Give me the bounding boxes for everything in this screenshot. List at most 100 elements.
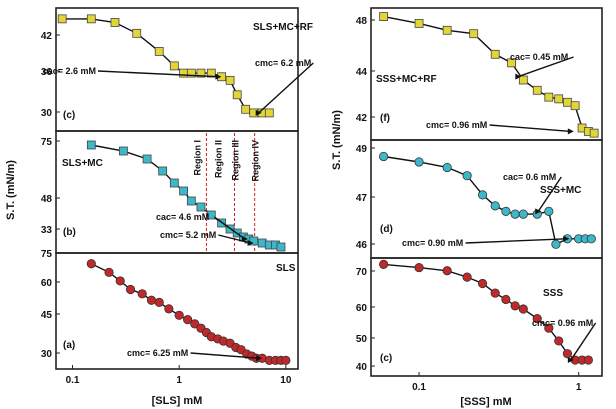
panel-title: SSS+MC (540, 185, 581, 196)
data-point (532, 313, 542, 324)
data-point (169, 61, 179, 71)
panel-c_sss: 70 60 50 40 cmc= 0.96 mM SSS (c) (356, 257, 603, 377)
arrow-head (563, 235, 570, 242)
panel-label: (c) (380, 353, 392, 364)
panel-frame (370, 7, 603, 141)
y-tick-label: 44 (356, 67, 368, 78)
data-point (196, 202, 206, 212)
panel-label: (a) (63, 340, 75, 351)
y-tick-label: 45 (41, 310, 53, 321)
data-point (551, 239, 561, 249)
data-point (249, 236, 259, 246)
data-point (146, 295, 157, 305)
region-label: Region IV (251, 140, 261, 182)
data-point (490, 288, 500, 298)
annotation-arrow (465, 238, 567, 244)
data-point (179, 186, 188, 196)
annotation-arrow (537, 176, 562, 212)
data-point (518, 304, 528, 314)
data-point (158, 166, 168, 176)
data-point (554, 336, 564, 346)
data-point (490, 201, 500, 211)
data-point (119, 146, 128, 156)
data-point (164, 304, 174, 314)
y-tick-label: 49 (356, 144, 368, 155)
x-tick-label: 1 (576, 382, 582, 393)
data-point (179, 68, 188, 78)
data-point (379, 259, 389, 269)
data-point (490, 49, 500, 59)
data-point (501, 294, 511, 305)
y-tick-label: 75 (41, 249, 53, 260)
data-point (132, 28, 142, 38)
panel-label: (b) (63, 227, 76, 238)
data-point (154, 297, 164, 308)
data-point (477, 190, 488, 200)
region-label: Region I (192, 140, 202, 176)
data-point (570, 101, 580, 111)
data-point (469, 29, 479, 39)
data-point (125, 284, 136, 295)
data-point (379, 151, 389, 162)
data-point (442, 25, 452, 35)
annotation-arrow (489, 124, 571, 133)
x-tick-label: 10 (280, 375, 292, 386)
data-point (518, 75, 528, 85)
panel-frame (370, 257, 603, 377)
annotation-label: cmc= 6.25 mM (127, 348, 188, 358)
data-point (562, 349, 573, 359)
data-point (563, 97, 572, 107)
data-point (462, 272, 472, 282)
data-point (142, 154, 152, 164)
data-point (174, 310, 184, 320)
data-point (86, 259, 96, 269)
arrow-head (567, 357, 574, 364)
data-point (186, 196, 196, 206)
y-tick-label: 75 (41, 137, 53, 148)
data-point (544, 323, 554, 333)
x-tick-label: 1 (176, 375, 182, 386)
data-point (507, 58, 516, 68)
data-point (532, 85, 542, 95)
y-tick-label: 48 (356, 16, 368, 27)
data-point (86, 14, 96, 24)
y-tick-label: 60 (356, 303, 368, 314)
data-point (190, 319, 200, 329)
annotation-label: cmc= 0.96 mM (426, 120, 487, 130)
data-point (241, 104, 251, 114)
data-point (583, 355, 593, 365)
data-point (276, 242, 286, 252)
y-axis-label: S.T. (mN/m) (331, 110, 343, 170)
data-point (554, 94, 564, 104)
data-point (586, 234, 596, 244)
y-tick-label: 48 (41, 194, 53, 205)
panel-d: 49 47 46 cac= 0.6 mM cmc= 0.90 mM SSS+MC (d) (356, 139, 603, 259)
data-point (281, 355, 291, 366)
panel-label: (c) (63, 110, 75, 121)
data-point (518, 209, 528, 219)
data-point (169, 178, 179, 188)
annotation-label: cmc= 0.90 mM (402, 238, 463, 248)
data-point (154, 47, 164, 56)
data-point (137, 289, 147, 299)
annotation-label: cmc= 0.96 mM (532, 318, 593, 328)
y-tick-label: 36 (41, 67, 53, 78)
data-point (264, 108, 274, 118)
panel-title: SLS+MC+RF (253, 22, 313, 33)
y-tick-label: 46 (356, 240, 368, 251)
region-label: Region III (230, 140, 240, 181)
y-tick-label: 30 (41, 108, 53, 119)
panel-label: (d) (380, 224, 393, 235)
data-point (232, 90, 242, 100)
region-label: Region II (214, 140, 224, 178)
data-point (86, 140, 96, 150)
series-line (383, 155, 592, 246)
data-point (442, 266, 452, 276)
y-axis-label: S.T. (mN/m) (5, 160, 17, 220)
panel-title: SSS (543, 288, 563, 299)
y-tick-label: 50 (356, 334, 368, 345)
annotation-arrow (570, 322, 597, 361)
data-point (104, 267, 114, 277)
data-point (206, 210, 216, 220)
